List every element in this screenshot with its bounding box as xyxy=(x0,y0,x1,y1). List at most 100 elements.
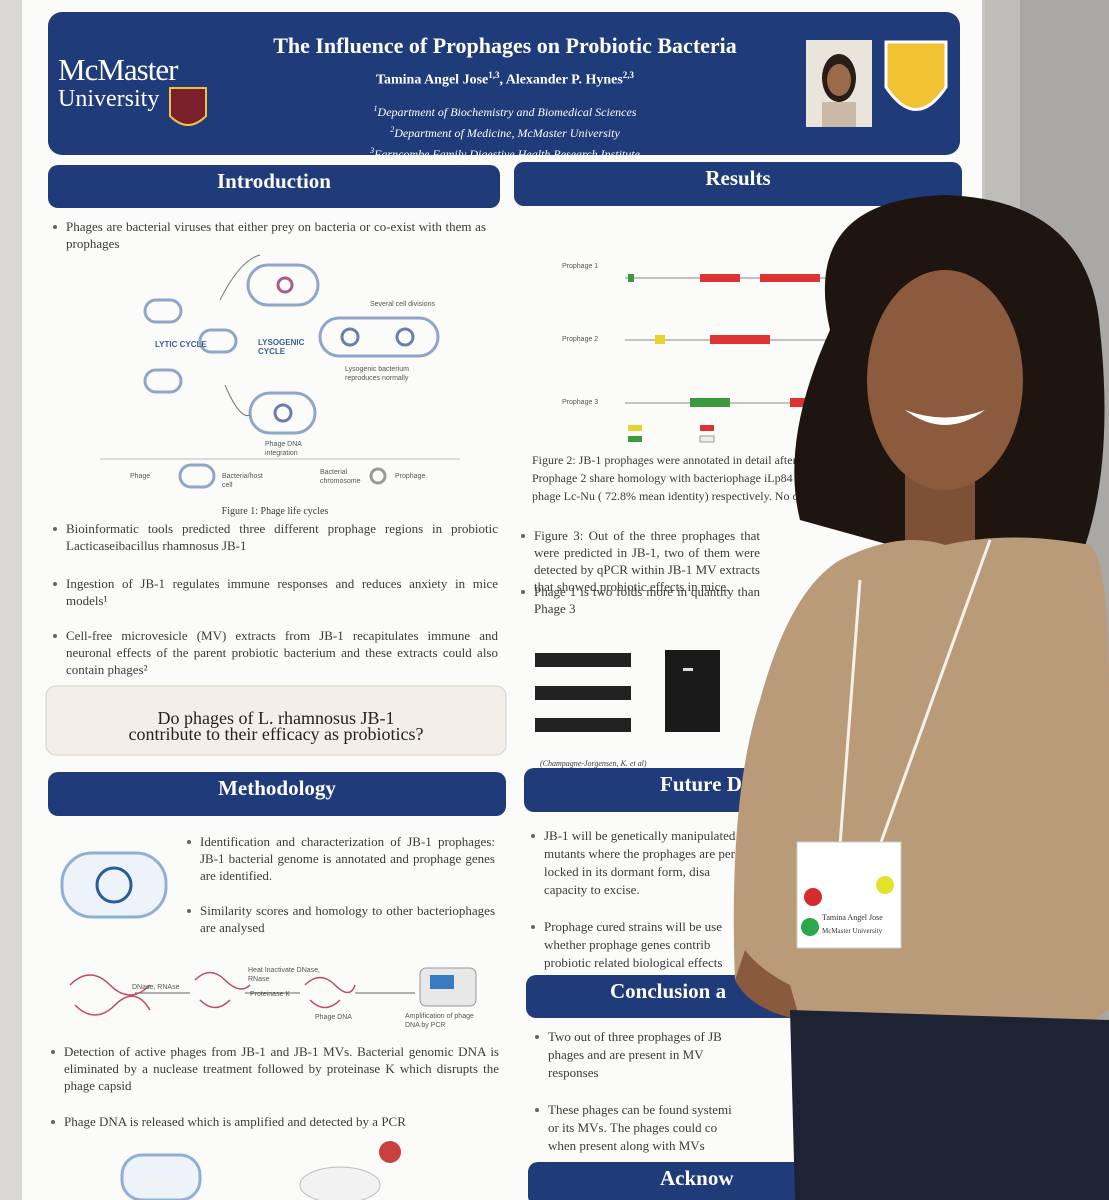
smile xyxy=(905,410,985,425)
text-line: These phages can be found systemi xyxy=(548,1102,732,1117)
badge-name: Tamina Angel Jose xyxy=(822,913,883,922)
affiliation-sup: 2 xyxy=(390,125,395,134)
affiliation: 2Department of Medicine, McMaster Univer… xyxy=(200,121,810,142)
figure-caption: phage Lc-Nu ( 72.8% mean identity) respe… xyxy=(532,489,824,503)
bullet-dot xyxy=(531,925,535,929)
figure-label: LYTIC CYCLE xyxy=(155,340,207,349)
gel-images xyxy=(535,650,720,732)
affiliation-text: Farncombe Family Digestive Health Resear… xyxy=(374,147,640,161)
header-band xyxy=(48,12,960,155)
board-edge xyxy=(0,0,22,1200)
crest xyxy=(169,87,207,126)
bullet-text: Identification and characterization of J… xyxy=(200,834,495,883)
blouse xyxy=(733,537,1109,1030)
affiliation: 3Farncombe Family Digestive Health Resea… xyxy=(200,142,810,163)
trousers xyxy=(790,1010,1109,1200)
figure-label: Amplification of phage DNA by PCR xyxy=(405,1013,474,1029)
question: Do phages of L. rhamnosus JB-1 xyxy=(157,708,395,728)
logo-text: McMaster xyxy=(58,52,178,87)
bullet-dot xyxy=(53,634,57,638)
legend-label: Phage xyxy=(130,473,151,480)
genome-cell xyxy=(120,1153,202,1200)
text-line: JB-1 will be genetically manipulated to xyxy=(544,828,749,843)
figure-caption: Figure 1: Phage life cycles xyxy=(221,506,329,517)
figure-label: Phage DNA xyxy=(315,1014,352,1021)
crest-right xyxy=(884,40,948,111)
genome-cell xyxy=(60,851,168,919)
logo-text: University xyxy=(58,86,160,112)
bullet-dot xyxy=(521,534,525,538)
question-box xyxy=(45,685,507,756)
text-line: mutants where the prophages are per xyxy=(544,846,735,861)
text-line: probiotic related biological effects xyxy=(544,955,723,970)
author-sup: 1,3 xyxy=(488,70,500,80)
affiliations: 1Department of Biochemistry and Biomedic… xyxy=(200,100,810,163)
poster-title: The Influence of Prophages on Probiotic … xyxy=(273,33,737,58)
hand xyxy=(735,950,800,1020)
text-line: responses xyxy=(548,1065,599,1080)
bullet-text: Phage DNA is released which is amplified… xyxy=(64,1114,406,1129)
bullet-dot xyxy=(535,1108,539,1112)
figure-label: Several cell divisions xyxy=(370,301,435,308)
text-line: whether prophage genes contrib xyxy=(544,937,711,952)
figure-credit: (Champagne-Jorgensen, K. et al) xyxy=(540,759,647,768)
bullet-text: Figure 3: Out of the three prophages tha… xyxy=(534,528,760,594)
bullet-dot xyxy=(187,909,191,913)
bullet-dot xyxy=(53,527,57,531)
bullet-text: Ingestion of JB-1 regulates immune respo… xyxy=(66,576,498,608)
pcr-tube xyxy=(379,1141,401,1163)
text-line: locked in its dormant form, disa xyxy=(544,864,711,879)
figure-label: Proteinase K xyxy=(250,991,291,998)
bullet-dot xyxy=(51,1050,55,1054)
text-line: when present along with MVs xyxy=(548,1138,705,1153)
bullet-dot xyxy=(535,1035,539,1039)
heading-bar xyxy=(528,1162,828,1200)
prophage-label: Prophage 3 xyxy=(562,399,599,406)
author: Tamina Angel Jose xyxy=(375,72,489,88)
prophage-label: Prophage 2 xyxy=(562,336,599,343)
affiliation-sup: 3 xyxy=(370,146,375,155)
bullet-text: Similarity scores and homology to other … xyxy=(200,903,495,935)
figure-label: Phage DNA integration xyxy=(265,441,302,457)
heading-bar xyxy=(514,162,962,206)
heading-bar xyxy=(48,772,506,816)
text-line: Prophage cured strains will be use xyxy=(544,919,722,934)
figure-caption: Prophage 2 share homology with bacteriop… xyxy=(532,471,809,485)
badge-dot xyxy=(804,888,822,906)
text-line: capacity to excise. xyxy=(544,882,640,897)
figure-label: LYSOGENIC CYCLE xyxy=(258,338,305,356)
bullet-text: Cell-free microvesicle (MV) extracts fro… xyxy=(66,628,498,677)
heading-bar xyxy=(48,165,500,208)
author-sup: 2,3 xyxy=(622,70,635,80)
question: contribute to their efficacy as probioti… xyxy=(128,724,424,744)
bullet-dot xyxy=(51,1120,55,1124)
photo-body xyxy=(822,102,856,127)
affiliation-text: Department of Medicine, McMaster Univers… xyxy=(394,126,620,140)
face xyxy=(867,270,1023,490)
affiliation-text: Department of Biochemistry and Biomedica… xyxy=(377,105,637,119)
affiliation-sup: 1 xyxy=(373,104,378,113)
section-heading: Methodology xyxy=(218,776,336,800)
lanyard xyxy=(838,539,992,846)
figure-label: DNase, RNAse xyxy=(132,984,180,991)
bullet-dot xyxy=(53,225,57,229)
section-heading: Future D xyxy=(660,772,742,796)
legend-label: Prophage xyxy=(395,473,426,480)
bullet-dot xyxy=(531,834,535,838)
bullet-dot xyxy=(53,582,57,586)
figure-caption: Figure 2: JB-1 prophages were annotated … xyxy=(532,453,839,467)
mouse xyxy=(299,1166,381,1200)
pcr-screen xyxy=(430,975,454,989)
photo-face xyxy=(827,64,851,96)
figure-1 xyxy=(100,254,460,489)
badge-dot xyxy=(801,918,819,936)
prophage-label: Prophage 1 xyxy=(562,263,599,270)
figure-label: Heat Inactivate DNase, RNase xyxy=(248,967,320,983)
legend-label: Bacterial chromosome xyxy=(320,469,361,485)
badge-affiliation: McMaster University xyxy=(822,927,883,935)
bullet-text: Phages are bacterial viruses that either… xyxy=(66,219,486,251)
section-heading: Results xyxy=(705,166,771,190)
section-heading: Acknow xyxy=(660,1166,734,1190)
